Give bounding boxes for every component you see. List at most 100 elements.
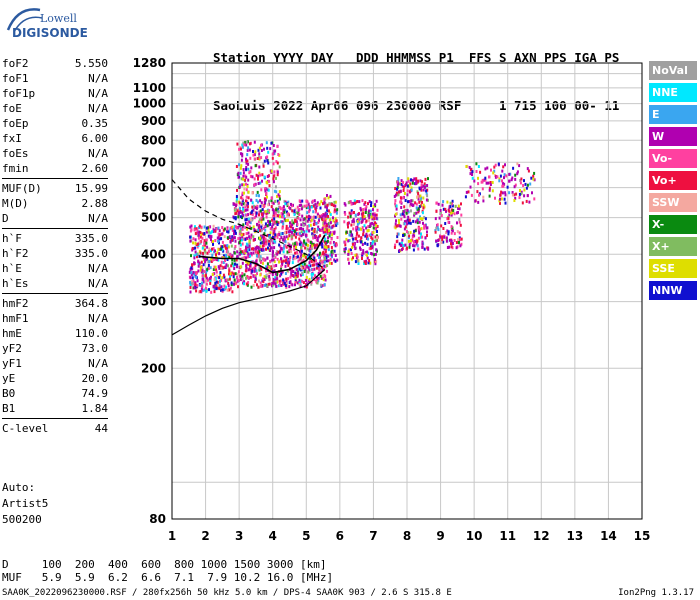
profile-curve-dashed bbox=[171, 179, 326, 270]
echo-point bbox=[242, 209, 245, 213]
echo-point bbox=[310, 205, 313, 209]
x-tick-label: 12 bbox=[533, 529, 550, 543]
echo-point bbox=[410, 199, 413, 203]
echo-point bbox=[356, 219, 359, 223]
echo-point bbox=[268, 184, 271, 188]
echo-point bbox=[250, 271, 253, 275]
echo-point bbox=[247, 196, 250, 200]
echo-point bbox=[273, 235, 276, 239]
echo-point bbox=[300, 266, 303, 270]
echo-point bbox=[486, 166, 489, 170]
echo-point bbox=[317, 221, 320, 224]
echo-point bbox=[245, 161, 248, 165]
echo-point bbox=[491, 181, 494, 184]
echo-point bbox=[280, 267, 282, 271]
echo-point bbox=[268, 282, 271, 286]
echo-point bbox=[323, 201, 326, 205]
echo-point bbox=[196, 279, 199, 283]
echo-point bbox=[468, 166, 471, 169]
param-name: foEp bbox=[2, 117, 29, 130]
echo-point bbox=[489, 183, 492, 186]
echo-point bbox=[302, 231, 305, 235]
echo-point bbox=[451, 202, 454, 206]
echo-point bbox=[284, 237, 286, 241]
echo-point bbox=[362, 208, 365, 211]
echo-point bbox=[192, 241, 195, 245]
echo-point bbox=[293, 244, 296, 248]
echo-point bbox=[261, 247, 264, 251]
echo-point bbox=[302, 244, 305, 248]
echo-point bbox=[199, 268, 202, 272]
echo-point bbox=[232, 275, 235, 279]
x-tick-label: 2 bbox=[201, 529, 209, 543]
echo-point bbox=[283, 217, 286, 221]
param-name: D bbox=[2, 212, 9, 225]
echo-point bbox=[402, 185, 405, 189]
echo-point bbox=[307, 202, 310, 206]
echo-point bbox=[397, 218, 400, 222]
echo-point bbox=[456, 211, 458, 215]
y-tick-label: 800 bbox=[141, 133, 166, 147]
echo-point bbox=[212, 242, 214, 246]
echo-point bbox=[262, 244, 264, 248]
echo-point bbox=[420, 232, 422, 236]
echo-point bbox=[270, 267, 273, 271]
echo-point bbox=[420, 196, 423, 200]
echo-point bbox=[287, 241, 290, 245]
echo-point bbox=[245, 282, 248, 286]
echo-point bbox=[336, 208, 339, 212]
echo-point bbox=[294, 276, 297, 280]
echo-point bbox=[226, 244, 229, 248]
echo-point bbox=[277, 221, 280, 225]
param-row: h`F2 335.0 bbox=[2, 246, 108, 261]
echo-point bbox=[416, 244, 419, 248]
param-name: fmin bbox=[2, 162, 29, 175]
echo-point bbox=[351, 220, 354, 223]
echo-point bbox=[367, 202, 369, 206]
echo-point bbox=[449, 201, 452, 205]
echo-point bbox=[245, 168, 248, 172]
echo-point bbox=[201, 268, 204, 272]
echo-point bbox=[258, 146, 261, 150]
echo-point bbox=[272, 283, 275, 287]
echo-point bbox=[374, 252, 377, 256]
echo-point bbox=[291, 223, 294, 227]
echo-point bbox=[361, 257, 363, 260]
echo-point bbox=[236, 273, 239, 276]
echo-point bbox=[289, 275, 292, 279]
echo-point bbox=[289, 280, 292, 284]
echo-point bbox=[439, 209, 442, 212]
parameter-panel: foF2 5.550 foF1 N/A foF1p N/A foE N/A foEp 0.35 fx… bbox=[2, 56, 108, 436]
echo-point bbox=[262, 236, 265, 240]
echo-point bbox=[401, 184, 404, 188]
echo-point bbox=[295, 268, 298, 272]
echo-point bbox=[269, 147, 272, 151]
auto-program: Artist5 bbox=[2, 497, 49, 510]
echo-point bbox=[363, 215, 366, 219]
echo-point bbox=[441, 203, 444, 207]
echo-point bbox=[261, 235, 264, 239]
echo-point bbox=[284, 272, 287, 275]
echo-point bbox=[309, 219, 312, 223]
echo-point bbox=[269, 240, 272, 244]
echo-point bbox=[266, 266, 269, 270]
echo-point bbox=[255, 269, 258, 273]
echo-point bbox=[458, 217, 461, 221]
echo-point bbox=[531, 191, 533, 195]
logo-line1: Lowell bbox=[40, 12, 77, 25]
echo-point bbox=[323, 247, 326, 251]
echo-point bbox=[313, 227, 316, 231]
echo-point bbox=[205, 257, 208, 261]
echo-point bbox=[456, 230, 459, 234]
echo-point bbox=[210, 290, 213, 294]
echo-point bbox=[477, 200, 480, 204]
echo-point bbox=[418, 231, 421, 235]
echo-point bbox=[407, 179, 410, 183]
echo-point bbox=[413, 177, 416, 181]
echo-point bbox=[423, 182, 426, 186]
echo-point bbox=[199, 251, 202, 255]
echo-point bbox=[222, 228, 225, 232]
echo-point bbox=[189, 290, 192, 294]
echo-point bbox=[446, 217, 449, 221]
echo-point bbox=[236, 209, 239, 213]
